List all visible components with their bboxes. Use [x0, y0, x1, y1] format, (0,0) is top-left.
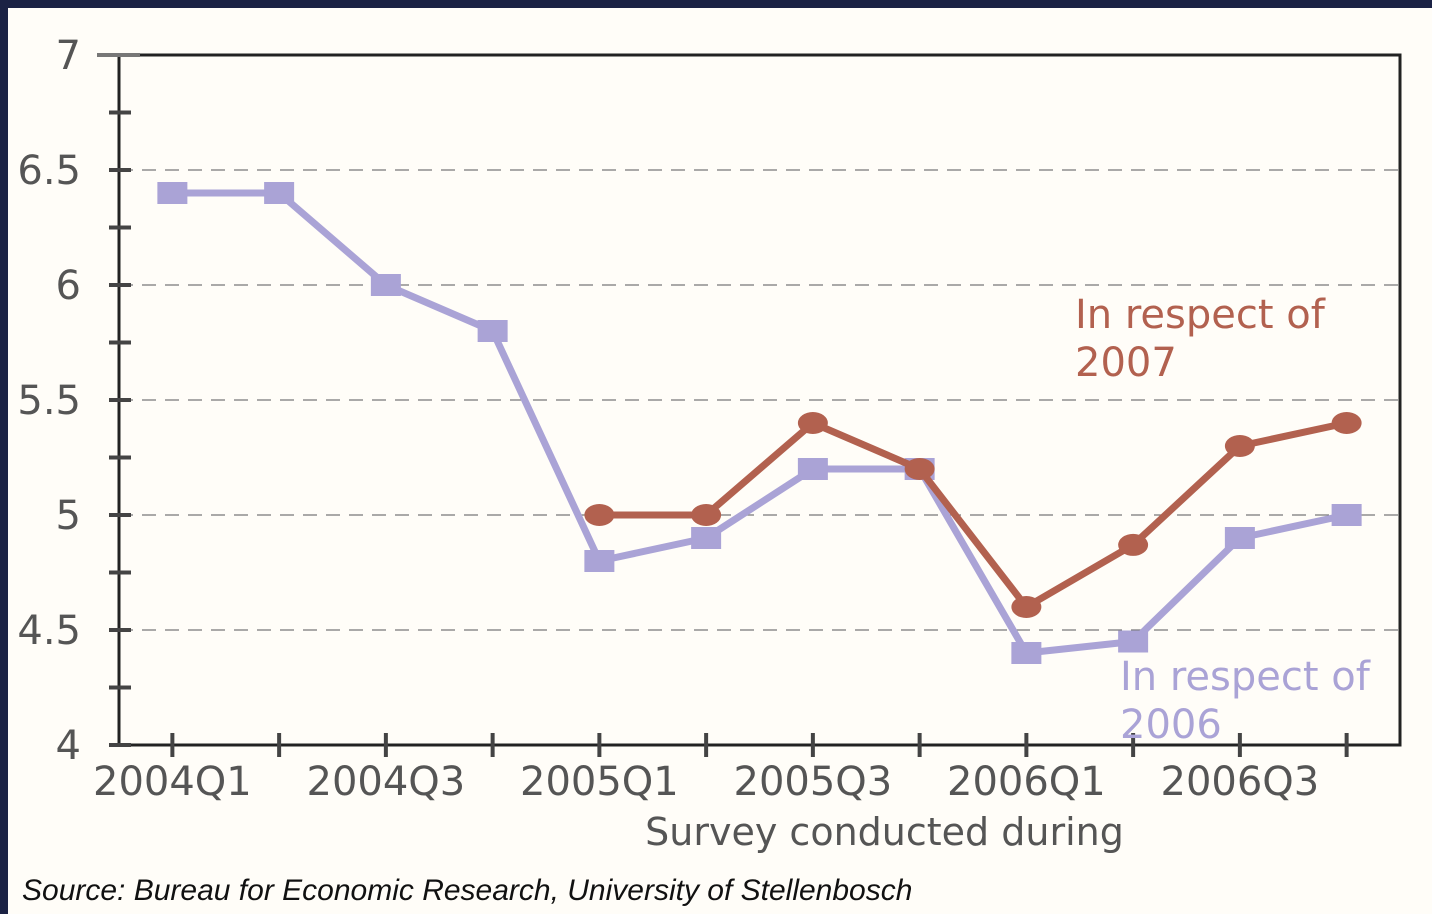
data-point-circle	[904, 458, 935, 480]
y-tick-label: 6	[56, 263, 81, 309]
data-point-square	[1224, 527, 1255, 549]
data-point-square	[691, 527, 722, 549]
series-label: In respect of	[1120, 654, 1371, 700]
y-tick-label: 4	[56, 723, 81, 769]
line-chart: 4 4.5 5 5.5 6 6.5 7 2004Q1 2004Q3 2005Q1 2005Q3 200…	[17, 33, 1402, 854]
series-line	[599, 419, 1348, 611]
data-point-circle	[1011, 596, 1042, 618]
data-point-square	[797, 458, 828, 480]
data-point-circle	[1331, 412, 1362, 434]
data-point-circle	[691, 504, 722, 526]
data-point-square	[1011, 642, 1042, 664]
x-tick-label: 2006Q3	[1161, 759, 1320, 805]
series-line	[172, 189, 1348, 657]
chart-frame: 4 4.5 5 5.5 6 6.5 7 2004Q1 2004Q3 2005Q1 2005Q3 200…	[8, 8, 1432, 914]
series-label: 2007	[1075, 340, 1177, 386]
data-point-square	[157, 182, 188, 204]
data-point-square	[477, 320, 508, 342]
x-tick-label: 2004Q3	[307, 759, 466, 805]
data-point-square	[370, 274, 401, 296]
data-point-circle	[1224, 435, 1255, 457]
data-point-circle	[1118, 533, 1149, 556]
x-axis-title: Survey conducted during	[645, 810, 1124, 854]
data-point-square	[584, 550, 615, 572]
data-point-square	[264, 182, 295, 204]
y-tick-label: 5.5	[17, 378, 81, 424]
series-label: In respect of	[1075, 292, 1326, 338]
x-tick-label: 2005Q1	[520, 759, 679, 805]
y-tick-label: 4.5	[17, 608, 81, 654]
x-tick-label: 2006Q1	[947, 759, 1106, 805]
data-point-square	[1118, 630, 1149, 653]
y-tick-label: 6.5	[17, 148, 81, 194]
y-tick-label: 5	[56, 493, 81, 539]
x-tick-label: 2004Q1	[93, 759, 252, 805]
y-tick-label: 7	[56, 33, 81, 79]
data-point-circle	[797, 412, 828, 434]
source-note: Source: Bureau for Economic Research, Un…	[22, 874, 913, 907]
x-tick-label: 2005Q3	[734, 759, 893, 805]
data-point-square	[1331, 504, 1362, 526]
series-label: 2006	[1120, 702, 1222, 748]
data-point-circle	[584, 504, 615, 526]
